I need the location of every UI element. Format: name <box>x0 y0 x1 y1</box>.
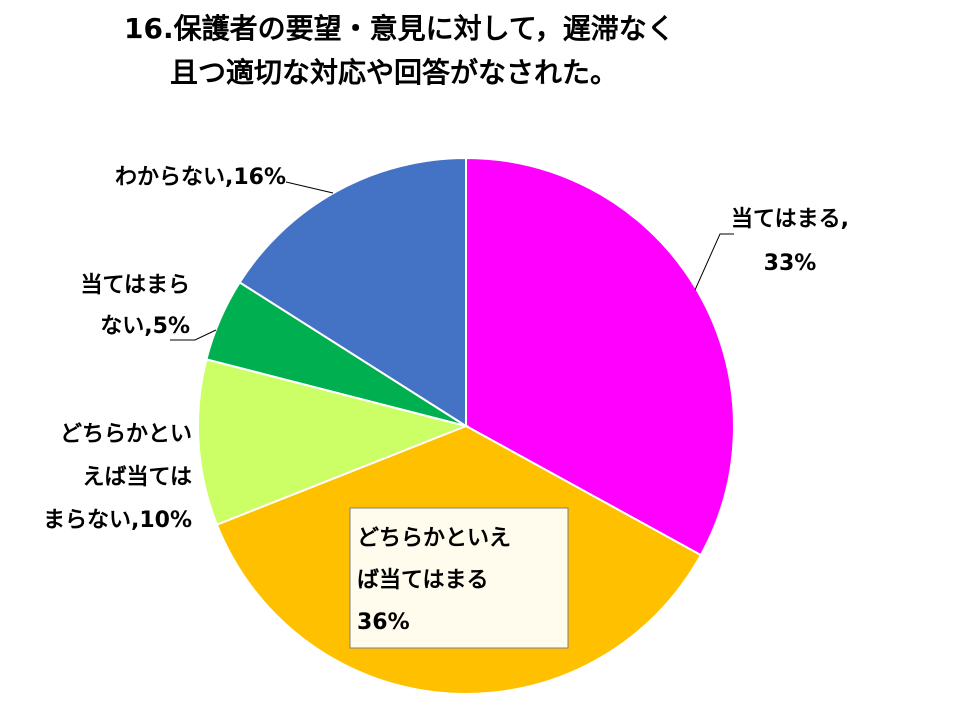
slice-label-2-line-1: どちらかといえ <box>357 526 511 551</box>
slice-label-3-line-2: えば当ては <box>82 465 192 490</box>
slice-label-2-line-2: ば当てはまる <box>357 568 489 593</box>
chart-title-line-2: 且つ適切な対応や回答がなされた。 <box>170 56 618 89</box>
chart-title-line-1: 16.保護者の要望・意見に対して，遅滞なく <box>124 12 675 45</box>
chart-title: 16.保護者の要望・意見に対して，遅滞なく 且つ適切な対応や回答がなされた。 <box>124 12 675 89</box>
leader-lines <box>170 181 734 341</box>
slice-label-1-line-2: 33% <box>764 251 817 276</box>
pie-slice-3 <box>197 358 470 526</box>
slice-label-4-line-1: 当てはまら <box>80 273 190 298</box>
slice-label-2-line-3: 36% <box>357 610 410 635</box>
pie-slices <box>197 156 735 695</box>
slice-label-4-line-2: ない,5% <box>100 314 190 339</box>
slice-label-1-line-1: 当てはまる, <box>731 207 849 232</box>
slice-label-3-line-3: まらない,10% <box>43 508 192 533</box>
slice-label-5-line-1: わからない,16% <box>115 165 286 190</box>
pie-slice-5 <box>238 156 467 428</box>
leader-line-5 <box>285 181 334 194</box>
slice-label-3-line-1: どちらかとい <box>60 422 192 447</box>
leader-line-1 <box>694 233 734 291</box>
pie-slice-1 <box>465 156 735 557</box>
leader-line-4 <box>170 329 217 341</box>
slice-label-box-2 <box>349 507 569 649</box>
